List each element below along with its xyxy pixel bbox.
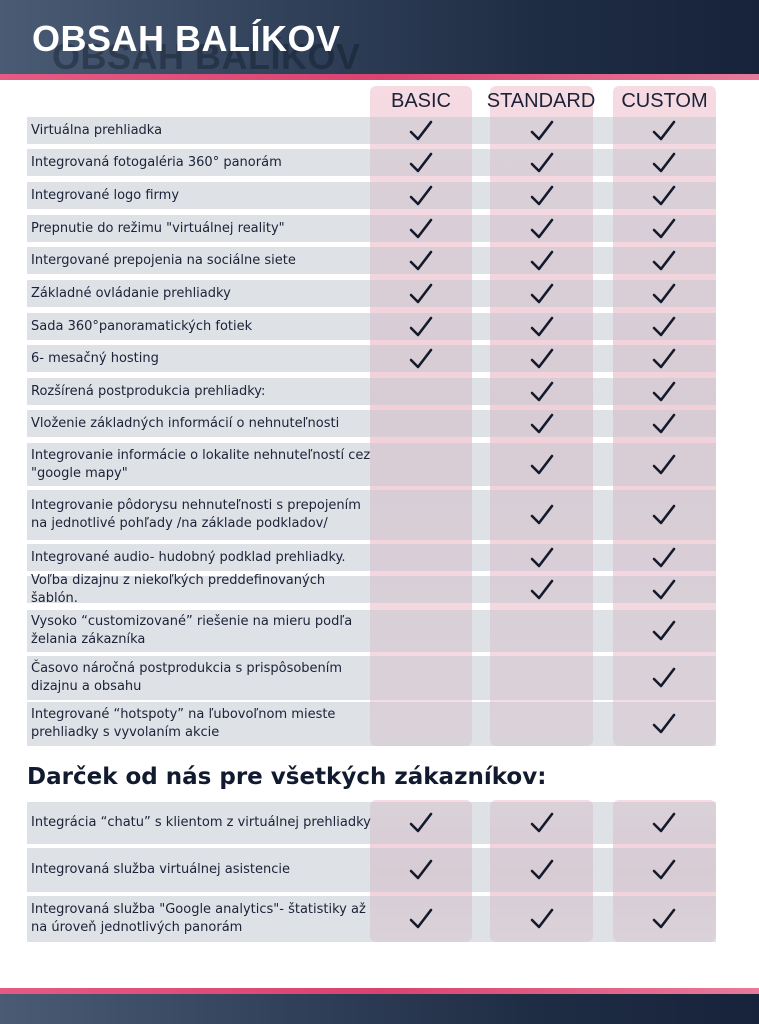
check-icon — [530, 348, 554, 370]
table-row — [27, 702, 716, 746]
check-icon — [652, 713, 676, 735]
feature-label: Integrovaná služba virtuálnej asistencie — [31, 862, 290, 877]
column-header-standard: STANDARD — [486, 90, 596, 112]
check-icon — [530, 547, 554, 569]
gift-section-title: Darček od nás pre všetkých zákazníkov: — [27, 764, 547, 790]
feature-label: Voľba dizajnu z niekoľkých preddefinovan… — [31, 572, 326, 606]
feature-label: Integrovanie informácie o lokalite nehnu… — [31, 447, 371, 481]
check-icon — [409, 859, 433, 881]
check-icon — [409, 348, 433, 370]
check-icon — [652, 120, 676, 142]
check-icon — [530, 250, 554, 272]
column-header-custom: CUSTOM — [621, 90, 708, 112]
check-icon — [530, 185, 554, 207]
check-icon — [652, 504, 676, 526]
table-row — [27, 149, 716, 176]
check-icon — [530, 316, 554, 338]
table-row — [27, 280, 716, 307]
table-row — [27, 576, 716, 603]
check-icon — [530, 120, 554, 142]
check-icon — [530, 908, 554, 930]
check-icon — [530, 218, 554, 240]
check-icon — [652, 547, 676, 569]
header-accent-stripe — [0, 74, 759, 80]
check-icon — [530, 381, 554, 403]
feature-label: Integrácia “chatu” s klientom z virtuáln… — [31, 815, 371, 830]
table-row — [27, 117, 716, 144]
check-icon — [652, 283, 676, 305]
feature-label: Časovo náročná postprodukcia s prispôsob… — [31, 661, 343, 694]
check-icon — [530, 859, 554, 881]
table-row — [27, 802, 716, 844]
check-icon — [409, 283, 433, 305]
feature-label: Integrovaná fotogaléria 360° panorám — [31, 154, 282, 170]
table-row — [27, 848, 716, 892]
check-icon — [652, 152, 676, 174]
feature-label: Intergované prepojenia na sociálne siete — [31, 252, 296, 268]
feature-label: Integrované logo firmy — [31, 187, 180, 203]
page-title: OBSAH BALÍKOV — [32, 18, 341, 59]
check-icon — [409, 250, 433, 272]
table-row — [27, 313, 716, 340]
footer-banner — [0, 994, 759, 1024]
header-title-shadow: OBSAH BALÍKOV — [52, 36, 361, 77]
check-icon — [530, 812, 554, 834]
check-icon — [652, 250, 676, 272]
feature-label: 6- mesačný hosting — [31, 350, 159, 366]
table-row — [27, 345, 716, 372]
check-icon — [530, 283, 554, 305]
check-icon — [652, 579, 676, 601]
table-row — [27, 490, 716, 540]
check-icon — [652, 316, 676, 338]
table-row — [27, 544, 716, 571]
feature-label: Rozšírená postprodukcia prehliadky: — [31, 383, 266, 399]
check-icon — [652, 413, 676, 435]
feature-label: Integrovanie pôdorysu nehnuteľnosti s pr… — [31, 498, 361, 531]
check-icon — [652, 454, 676, 476]
check-icon — [652, 218, 676, 240]
feature-label: Prepnutie do režimu "virtuálnej reality" — [31, 220, 285, 236]
check-icon — [652, 908, 676, 930]
check-icon — [409, 185, 433, 207]
check-icon — [530, 454, 554, 476]
check-icon — [409, 812, 433, 834]
feature-label: Sada 360°panoramatických fotiek — [31, 318, 253, 334]
check-icon — [409, 152, 433, 174]
check-icon — [652, 348, 676, 370]
check-icon — [652, 620, 676, 642]
check-icon — [530, 413, 554, 435]
table-row — [27, 443, 716, 486]
check-icon — [409, 218, 433, 240]
check-icon — [652, 859, 676, 881]
feature-label: Integrované “hotspoty” na ľubovoľnom mie… — [31, 707, 336, 740]
check-icon — [530, 152, 554, 174]
feature-label: Integrovaná služba "Google analytics"- š… — [31, 902, 366, 935]
table-row — [27, 182, 716, 209]
check-icon — [652, 185, 676, 207]
feature-label: Vloženie základných informácií o nehnute… — [31, 415, 340, 431]
table-row — [27, 656, 716, 700]
column-header-basic: BASIC — [390, 90, 452, 112]
check-icon — [530, 579, 554, 601]
check-icon — [652, 812, 676, 834]
check-icon — [409, 120, 433, 142]
feature-label: Integrované audio- hudobný podklad prehl… — [31, 549, 346, 565]
check-icon — [652, 667, 676, 689]
check-icon — [409, 316, 433, 338]
feature-label: Vysoko “customizované” riešenie na mieru… — [31, 614, 353, 647]
feature-label: Virtuálna prehliadka — [31, 122, 163, 138]
table-row — [27, 410, 716, 437]
table-row — [27, 896, 716, 942]
table-row — [27, 610, 716, 652]
table-row — [27, 247, 716, 274]
check-icon — [652, 381, 676, 403]
table-row — [27, 215, 716, 242]
feature-label: Základné ovládanie prehliadky — [31, 285, 231, 301]
header-banner: OBSAH BALÍKOV OBSAH BALÍKOV — [0, 0, 759, 77]
table-row — [27, 378, 716, 405]
footer-accent-stripe — [0, 988, 759, 994]
check-icon — [409, 908, 433, 930]
check-icon — [530, 504, 554, 526]
